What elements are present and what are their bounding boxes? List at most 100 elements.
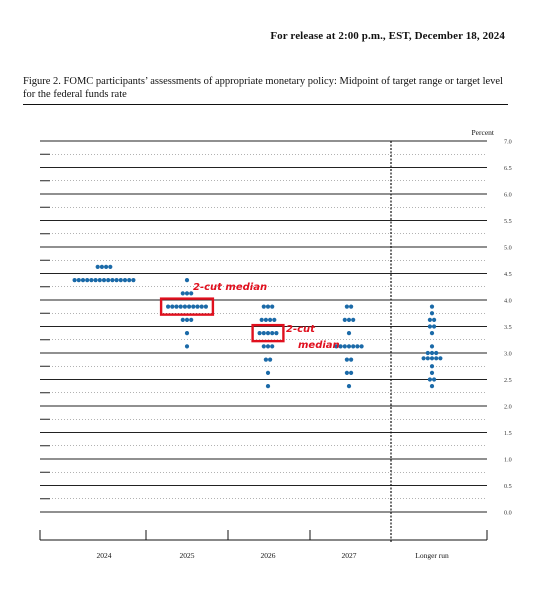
- projection-dot: [429, 344, 435, 349]
- projection-dot: [261, 331, 266, 336]
- projection-dot: [429, 331, 435, 336]
- projection-dot: [351, 317, 356, 322]
- projection-dot: [178, 304, 183, 309]
- projection-dot: [189, 317, 194, 322]
- y-tick-label: 1.5: [504, 430, 512, 437]
- projection-dot: [434, 356, 439, 361]
- y-tick-label: 5.0: [504, 245, 512, 252]
- x-category-label: 2025: [180, 551, 195, 560]
- projection-dot: [355, 344, 360, 349]
- projection-dot: [127, 278, 132, 283]
- projection-dot: [184, 344, 190, 349]
- y-tick-label: 4.0: [504, 298, 512, 305]
- release-line: For release at 2:00 p.m., EST, December …: [270, 30, 505, 42]
- projection-dot: [108, 264, 113, 269]
- projection-dot: [346, 331, 352, 336]
- projection-dot: [349, 370, 354, 375]
- projection-dot: [99, 264, 104, 269]
- projection-dot: [80, 278, 86, 283]
- projection-dot: [268, 317, 273, 322]
- projection-dot: [180, 291, 185, 296]
- projection-dot: [199, 304, 204, 309]
- projection-dot: [346, 317, 352, 322]
- projection-dot: [344, 304, 349, 309]
- annotation-2026-median-line1: 2-cut: [286, 324, 315, 335]
- y-tick-label: 2.5: [504, 377, 512, 384]
- projection-dot: [263, 317, 268, 322]
- projection-dot: [346, 344, 352, 349]
- projection-dot: [184, 278, 190, 283]
- y-tick-label: 0.5: [504, 483, 512, 490]
- projection-dot: [427, 377, 432, 382]
- caption-rule: [23, 104, 508, 105]
- projection-dot: [187, 304, 192, 309]
- projection-dot: [76, 278, 81, 283]
- projection-dot: [166, 304, 171, 309]
- projection-dot: [184, 291, 190, 296]
- y-tick-label: 3.5: [504, 324, 512, 331]
- projection-dot: [338, 344, 343, 349]
- x-category-label: 2027: [342, 551, 357, 560]
- projection-dot: [203, 304, 208, 309]
- y-tick-label: 5.5: [504, 218, 512, 225]
- projection-dot: [95, 264, 100, 269]
- projection-dot: [257, 331, 262, 336]
- y-tick-label: 6.5: [504, 165, 512, 172]
- projection-dot: [174, 304, 179, 309]
- projection-dot: [122, 278, 128, 283]
- y-tick-label: 4.5: [504, 271, 512, 278]
- x-category-label: 2024: [97, 551, 112, 560]
- projection-dot: [274, 331, 279, 336]
- y-tick-label: 6.0: [504, 192, 512, 199]
- figure-caption: Figure 2. FOMC participants’ assessments…: [23, 76, 503, 100]
- projection-dot: [349, 357, 354, 362]
- projection-dot: [93, 278, 98, 283]
- projection-dot: [85, 278, 90, 283]
- y-tick-label: 1.0: [504, 457, 512, 464]
- projection-dot: [259, 317, 264, 322]
- projection-dot: [263, 357, 268, 362]
- annotation-2026-median-line2: median: [298, 340, 340, 351]
- median-highlight-box: [159, 297, 215, 316]
- projection-dot: [429, 370, 435, 375]
- projection-dot: [427, 317, 432, 322]
- annotation-2025-median: 2-cut median: [193, 282, 268, 293]
- projection-dot: [429, 311, 435, 316]
- projection-dot: [342, 317, 347, 322]
- projection-dot: [195, 304, 200, 309]
- projection-dot: [342, 344, 347, 349]
- projection-dot: [432, 377, 437, 382]
- projection-dot: [184, 331, 190, 336]
- projection-dot: [270, 331, 275, 336]
- projection-dot: [265, 304, 271, 309]
- projection-dot: [101, 278, 107, 283]
- projection-dot: [184, 317, 190, 322]
- projection-dot: [191, 304, 196, 309]
- projection-dot: [261, 304, 266, 309]
- projection-dot: [104, 264, 109, 269]
- y-axis-label: Percent: [472, 128, 495, 137]
- projection-dot: [118, 278, 123, 283]
- projection-dot: [346, 384, 352, 389]
- y-tick-label: 3.0: [504, 351, 512, 358]
- projection-dot: [429, 356, 435, 361]
- projection-dot: [344, 357, 349, 362]
- projection-dot: [180, 317, 185, 322]
- projection-dot: [429, 304, 435, 309]
- x-category-label: 2026: [261, 551, 276, 560]
- projection-dot: [110, 278, 115, 283]
- projection-dot: [429, 350, 435, 356]
- projection-dot: [429, 384, 435, 389]
- projection-dot: [131, 278, 136, 283]
- projection-dot: [265, 384, 271, 389]
- projection-dot: [425, 356, 430, 361]
- projection-dot: [170, 304, 175, 309]
- projection-dot: [89, 278, 94, 283]
- projection-dot: [265, 344, 271, 349]
- projection-dot: [270, 344, 275, 349]
- projection-dot: [434, 350, 439, 356]
- projection-dot: [261, 344, 266, 349]
- projection-dot: [265, 331, 271, 336]
- projection-dot: [97, 278, 102, 283]
- median-highlight-box: [251, 323, 285, 343]
